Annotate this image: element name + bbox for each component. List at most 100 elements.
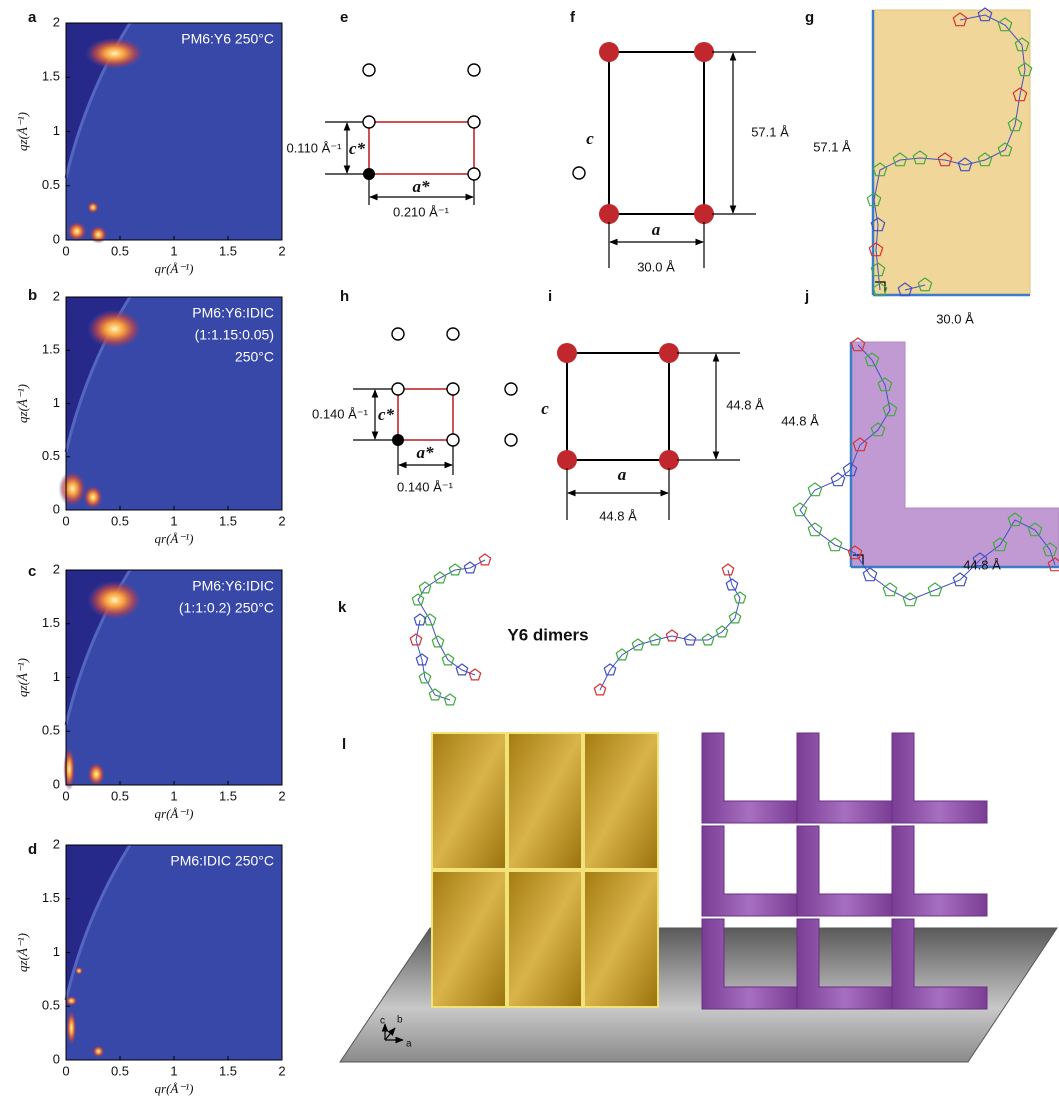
figure: a b c d e f g h i j k l 0.110 Å⁻¹ c* a* …: [0, 0, 1059, 1107]
chart-title: PM6:Y6 250°C: [181, 31, 274, 47]
y-tick-label: 1.5: [42, 890, 60, 905]
y-tick-label: 1: [53, 123, 60, 138]
scattering-peak: [67, 221, 87, 241]
axis-symbol: a: [652, 220, 661, 239]
scattering-peak: [85, 37, 145, 69]
y-tick-label: 0.5: [42, 448, 60, 463]
gold-block: [432, 733, 506, 869]
panel-letter: f: [570, 9, 576, 26]
panel-letter: c: [28, 563, 36, 580]
ring-unit: [632, 639, 643, 650]
panel-letter: l: [342, 736, 346, 753]
x-tick-label: 1.5: [219, 513, 237, 528]
y-tick-label: 1.5: [42, 342, 60, 357]
x-tick-label: 0.5: [111, 513, 129, 528]
length-label: 57.1 Å: [751, 124, 789, 139]
purple-l-block: [797, 826, 892, 916]
panel-letter: g: [805, 9, 814, 26]
axis-symbol: c: [541, 399, 549, 418]
packing-3d: [340, 733, 1057, 1062]
x-tick-label: 2: [278, 1063, 285, 1078]
x-tick-label: 1.5: [219, 1063, 237, 1078]
panel-letter: d: [28, 841, 37, 858]
scattering-peak: [89, 226, 107, 244]
ring-unit: [469, 669, 480, 680]
x-tick-label: 2: [278, 788, 285, 803]
x-tick-label: 1: [170, 243, 177, 258]
gold-block: [508, 733, 582, 869]
backbone: [416, 620, 450, 700]
purple-l-block: [702, 733, 797, 823]
purple-l-block: [892, 733, 987, 823]
panel-letter: h: [340, 288, 349, 305]
x-tick-label: 1.5: [219, 788, 237, 803]
length-label: 30.0 Å: [637, 259, 675, 274]
x-tick-label: 1: [170, 1063, 177, 1078]
scattering-peak: [65, 996, 77, 1006]
purple-l-block: [702, 826, 797, 916]
axis-symbol: a*: [413, 177, 431, 196]
chart-title: PM6:IDIC 250°C: [170, 853, 274, 869]
chart-title: PM6:Y6:IDIC: [192, 305, 274, 321]
length-label: 44.8 Å: [726, 397, 764, 412]
gold-block: [508, 871, 582, 1007]
scattering-peak: [58, 471, 86, 507]
packing-j: [793, 338, 1059, 606]
packing-g: [867, 8, 1031, 296]
x-tick-label: 0.5: [111, 788, 129, 803]
ring-unit: [808, 483, 821, 496]
panel-letter: j: [804, 288, 809, 305]
y-tick-label: 1: [53, 669, 60, 684]
ring-unit: [444, 694, 455, 705]
axis-symbol: a: [406, 1039, 412, 1050]
y-axis-label: qz(Å⁻¹): [15, 112, 30, 151]
scattering-peak: [87, 580, 143, 620]
length-label: 30.0 Å: [936, 311, 974, 326]
x-tick-label: 0.5: [111, 243, 129, 258]
panel-letter: a: [28, 9, 37, 26]
y-tick-label: 0: [53, 501, 60, 516]
panel-letter: e: [340, 9, 348, 26]
purple-l-block: [892, 826, 987, 916]
x-tick-label: 0: [62, 788, 69, 803]
y-tick-label: 1.5: [42, 615, 60, 630]
scattering-peak: [66, 1010, 76, 1046]
scattering-peak: [87, 762, 105, 786]
x-tick-label: 2: [278, 243, 285, 258]
scattering-peak: [75, 967, 83, 975]
gold-block: [584, 733, 658, 869]
ring-unit: [479, 554, 490, 565]
reciprocal-lattice-h: [353, 328, 517, 475]
x-tick-label: 0: [62, 243, 69, 258]
axis-symbol: c*: [349, 139, 366, 158]
unit-cell-f: [573, 42, 756, 268]
length-label: 44.8 Å: [781, 413, 819, 428]
chart-title: (1:1.15:0.05): [195, 327, 274, 343]
axis-symbol: c*: [378, 405, 395, 424]
y-tick-label: 2: [53, 561, 60, 576]
y-tick-label: 1.5: [42, 69, 60, 84]
y-tick-label: 1: [53, 395, 60, 410]
length-label: 57.1 Å: [813, 139, 851, 154]
scattering-peak: [63, 747, 75, 791]
unit-cell-i: [557, 343, 740, 520]
y-tick-label: 2: [53, 288, 60, 303]
axis-symbol: a*: [417, 443, 435, 462]
spacing-label: 0.210 Å⁻¹: [393, 204, 450, 219]
ring-unit: [903, 593, 916, 606]
ring-unit: [414, 614, 425, 625]
y-tick-label: 0.5: [42, 998, 60, 1013]
gold-block: [432, 871, 506, 1007]
x-tick-label: 1: [170, 513, 177, 528]
scattering-peak: [87, 309, 143, 349]
x-tick-label: 0: [62, 1063, 69, 1078]
ring-unit: [722, 564, 733, 575]
x-axis-label: qr(Å⁻¹): [155, 531, 194, 546]
y-tick-label: 0: [53, 231, 60, 246]
spacing-label: 0.110 Å⁻¹: [286, 140, 342, 155]
ring-unit: [666, 630, 677, 641]
reciprocal-lattice-e: [325, 64, 480, 205]
y-axis-label: qz(Å⁻¹): [15, 933, 30, 972]
y-tick-label: 2: [53, 836, 60, 851]
y-tick-label: 0: [53, 1051, 60, 1066]
